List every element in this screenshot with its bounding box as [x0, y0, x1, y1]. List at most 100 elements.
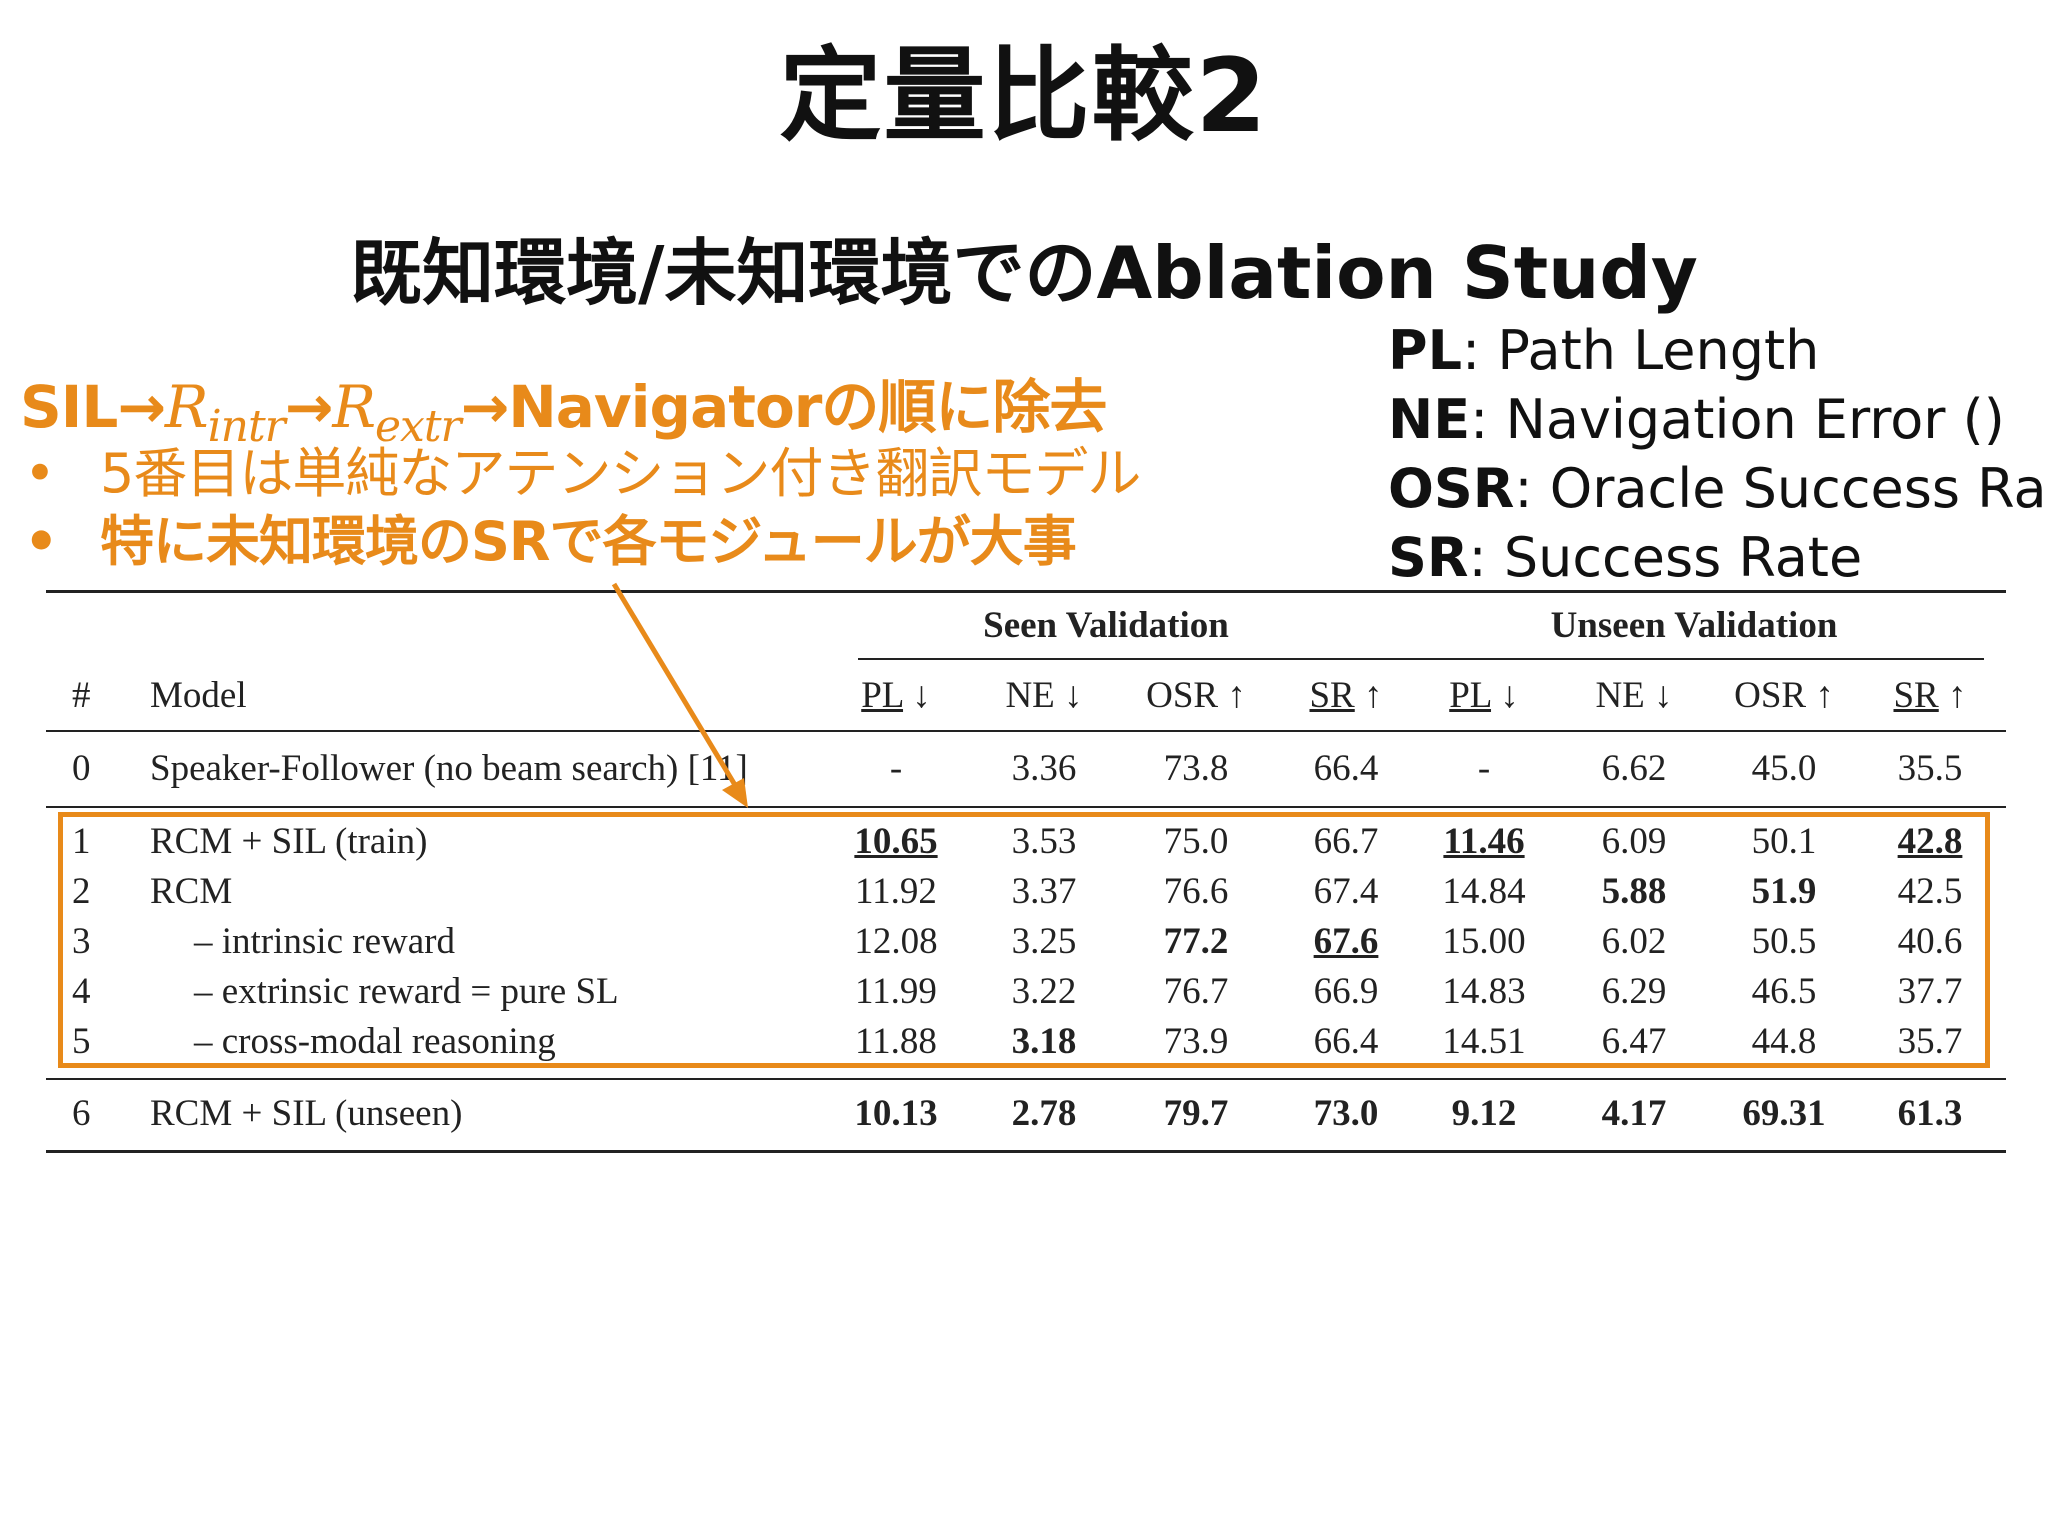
table-cell: 5.88 — [1601, 871, 1667, 912]
table-cell: 3.25 — [1011, 921, 1077, 962]
table-cell: 3.18 — [1011, 1021, 1077, 1062]
table-cell: 69.31 — [1742, 1093, 1826, 1134]
row-model: – cross-modal reasoning — [194, 1021, 556, 1062]
group-header-unseen: Unseen Validation — [1550, 605, 1838, 646]
abbr-ne: NE: Navigation Error () — [1388, 388, 2005, 451]
bullet-item: • 特に未知環境のSRで各モジュールが大事 — [24, 510, 1077, 573]
table-cell: 3.22 — [1011, 971, 1077, 1012]
row-id: 5 — [72, 1021, 91, 1062]
r-intr-symbol: Rintr — [164, 373, 286, 452]
ablation-order-heading: SIL→Rintr→Rextr→Navigatorの順に除去 — [20, 373, 1107, 452]
group-rule-unseen — [1442, 658, 1984, 660]
row-id: 3 — [72, 921, 91, 962]
table-cell: 6.62 — [1601, 748, 1667, 789]
row-id: 2 — [72, 871, 91, 912]
column-header: PL ↓ — [861, 675, 931, 716]
group-header-seen: Seen Validation — [983, 605, 1229, 646]
table-cell: 10.65 — [854, 821, 938, 862]
row-model: RCM — [150, 871, 233, 912]
table-cell: 66.9 — [1313, 971, 1379, 1012]
column-header: NE ↓ — [1005, 675, 1083, 716]
table-cell: 79.7 — [1163, 1093, 1229, 1134]
table-cell: 11.99 — [855, 971, 937, 1012]
table-cell: 10.13 — [854, 1093, 938, 1134]
column-header: PL ↓ — [1449, 675, 1519, 716]
row-id: 4 — [72, 971, 91, 1012]
row-model: Speaker-Follower (no beam search) [11] — [150, 748, 748, 789]
table-cell: 76.6 — [1163, 871, 1229, 912]
abbreviation-list: PL: Path Length NE: Navigation Error () … — [1388, 316, 2048, 592]
table-cell: 3.36 — [1011, 748, 1077, 789]
r-extr-symbol: Rextr — [332, 373, 461, 452]
table-cell: 6.29 — [1601, 971, 1667, 1012]
group-rule-seen — [858, 658, 1442, 660]
table-cell: 67.4 — [1313, 871, 1379, 912]
table-cell: 61.3 — [1897, 1093, 1963, 1134]
table-cell: 35.5 — [1897, 748, 1963, 789]
header-rule — [46, 730, 2006, 732]
table-cell: 73.0 — [1313, 1093, 1379, 1134]
table-cell: 66.4 — [1313, 1021, 1379, 1062]
table-cell: 14.83 — [1442, 971, 1526, 1012]
column-header: SR ↑ — [1893, 675, 1967, 716]
row-id: 1 — [72, 821, 91, 862]
table-cell: 66.4 — [1313, 748, 1379, 789]
table-cell: 6.02 — [1601, 921, 1667, 962]
table-cell: 50.5 — [1751, 921, 1817, 962]
table-cell: 12.08 — [854, 921, 938, 962]
table-cell: 11.46 — [1443, 821, 1525, 862]
table-cell: 2.78 — [1011, 1093, 1077, 1134]
header-hash: # — [72, 675, 91, 716]
row-id: 0 — [72, 748, 91, 789]
table-cell: 51.9 — [1751, 871, 1817, 912]
table-bottom-rule — [46, 1150, 2006, 1153]
column-header: NE ↓ — [1595, 675, 1673, 716]
table-cell: 35.7 — [1897, 1021, 1963, 1062]
table-cell: 14.51 — [1442, 1021, 1526, 1062]
column-header: OSR ↑ — [1734, 675, 1834, 716]
table-cell: 9.12 — [1451, 1093, 1517, 1134]
table-cell: 40.6 — [1897, 921, 1963, 962]
header-model: Model — [150, 675, 247, 716]
ablation-highlight-box — [58, 812, 1990, 1068]
table-cell: 50.1 — [1751, 821, 1817, 862]
table-cell: 6.09 — [1601, 821, 1667, 862]
row-id: 6 — [72, 1093, 91, 1134]
table-cell: 15.00 — [1442, 921, 1526, 962]
table-cell: 3.53 — [1011, 821, 1077, 862]
row-model: RCM + SIL (train) — [150, 821, 428, 862]
table-cell: - — [889, 748, 903, 789]
table-cell: 11.92 — [855, 871, 937, 912]
table-cell: 37.7 — [1897, 971, 1963, 1012]
table-cell: 66.7 — [1313, 821, 1379, 862]
table-cell: 73.8 — [1163, 748, 1229, 789]
table-cell: 11.88 — [855, 1021, 937, 1062]
table-cell: 75.0 — [1163, 821, 1229, 862]
table-cell: 76.7 — [1163, 971, 1229, 1012]
table-cell: 14.84 — [1442, 871, 1526, 912]
row-model: – intrinsic reward — [194, 921, 455, 962]
bullet-list: • 5番目は単純なアテンション付き翻訳モデル • 特に未知環境のSRで各モジュールが… — [24, 440, 1141, 576]
slide-title: 定量比較2 — [779, 37, 1269, 156]
table-cell: - — [1477, 748, 1491, 789]
table-top-rule — [46, 590, 2006, 593]
table-cell: 6.47 — [1601, 1021, 1667, 1062]
ablation-rule — [46, 1078, 2006, 1080]
abbr-pl: PL: Path Length — [1388, 319, 1820, 382]
column-header: SR ↑ — [1309, 675, 1383, 716]
bullet-item: • 5番目は単純なアテンション付き翻訳モデル — [24, 442, 1141, 505]
table-cell: 73.9 — [1163, 1021, 1229, 1062]
column-header: OSR ↑ — [1146, 675, 1246, 716]
table-cell: 42.5 — [1897, 871, 1963, 912]
table-cell: 4.17 — [1601, 1093, 1667, 1134]
abbr-osr: OSR: Oracle Success Rate — [1388, 457, 2048, 520]
table-cell: 42.8 — [1897, 821, 1963, 862]
table-cell: 44.8 — [1751, 1021, 1817, 1062]
abbr-sr: SR: Success Rate — [1388, 526, 1863, 589]
table-cell: 3.37 — [1011, 871, 1077, 912]
table-cell: 77.2 — [1163, 921, 1229, 962]
row-model: – extrinsic reward = pure SL — [194, 971, 619, 1012]
slide-subtitle: 既知環境/未知環境でのAblation Study — [350, 231, 1698, 315]
row-model: RCM + SIL (unseen) — [150, 1093, 463, 1134]
